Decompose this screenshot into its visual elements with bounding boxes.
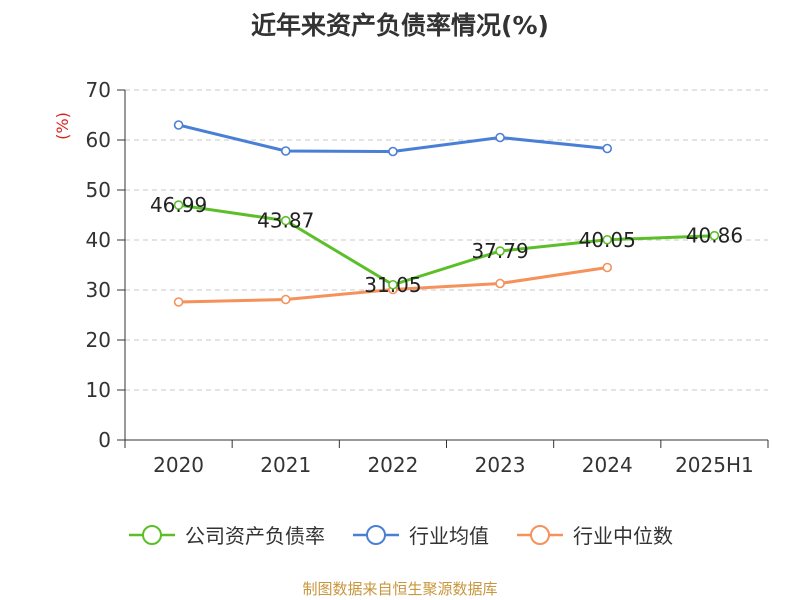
x-tick-label: 2024 [582,453,633,477]
data-point [173,200,184,210]
data-label: 31.05 [364,273,421,297]
x-tick-label: 2022 [367,453,418,477]
y-tick-label: 0 [98,428,111,452]
data-point [709,230,720,241]
data-label: 43.87 [257,209,314,233]
source-note: 制图数据来自恒生聚源数据库 [302,580,498,598]
y-tick-label: 50 [86,178,111,202]
y-tick-label: 20 [86,328,111,352]
legend: 公司资产负债率 行业均值 行业中位数 [0,520,800,549]
data-point [602,262,613,273]
x-tick-label: 2025H1 [675,453,754,477]
y-tick-label: 10 [86,378,111,402]
gridlines [125,89,768,391]
data-point [173,297,184,307]
data-point [495,132,505,143]
data-point [173,120,184,130]
axes: 0 10 20 30 40 50 60 70 2020 2021 2022 2023 2024 2025H… [86,78,769,477]
legend-label: 公司资产负债率 [185,524,325,548]
y-tick-label: 60 [86,128,111,152]
series-lines [173,120,720,307]
data-point [495,246,505,256]
data-point [280,294,291,305]
legend-swatch-icon [353,524,399,545]
data-label: 46.99 [150,193,207,217]
data-point [602,143,613,154]
y-axis-label: (%) [53,112,72,140]
data-point [602,234,613,245]
data-label: 40.05 [579,228,636,252]
x-tick-label: 2023 [475,453,526,477]
y-tick-label: 40 [86,228,111,252]
x-tick-label: 2021 [260,453,311,477]
y-tick-label: 70 [86,78,111,102]
legend-label: 行业中位数 [573,524,673,548]
data-labels: 46.99 43.87 31.05 37.79 40.05 40.86 [150,193,743,297]
data-point [388,146,398,157]
legend-item[interactable]: 行业中位数 [515,520,673,549]
legend-swatch-icon [129,524,175,545]
data-point [388,279,398,290]
data-label: 40.86 [686,224,743,248]
data-point [280,215,291,226]
series-line [178,203,715,287]
x-tick-label: 2020 [153,453,204,477]
chart-title: 近年来资产负债率情况(%) [251,11,549,40]
legend-item[interactable]: 行业均值 [351,520,489,549]
data-label: 37.79 [471,239,528,263]
legend-label: 行业均值 [409,524,489,548]
legend-swatch-icon [517,524,563,545]
data-point [280,146,291,156]
y-tick-label: 30 [86,278,111,302]
data-point [495,278,505,289]
legend-item[interactable]: 公司资产负债率 [127,520,325,549]
